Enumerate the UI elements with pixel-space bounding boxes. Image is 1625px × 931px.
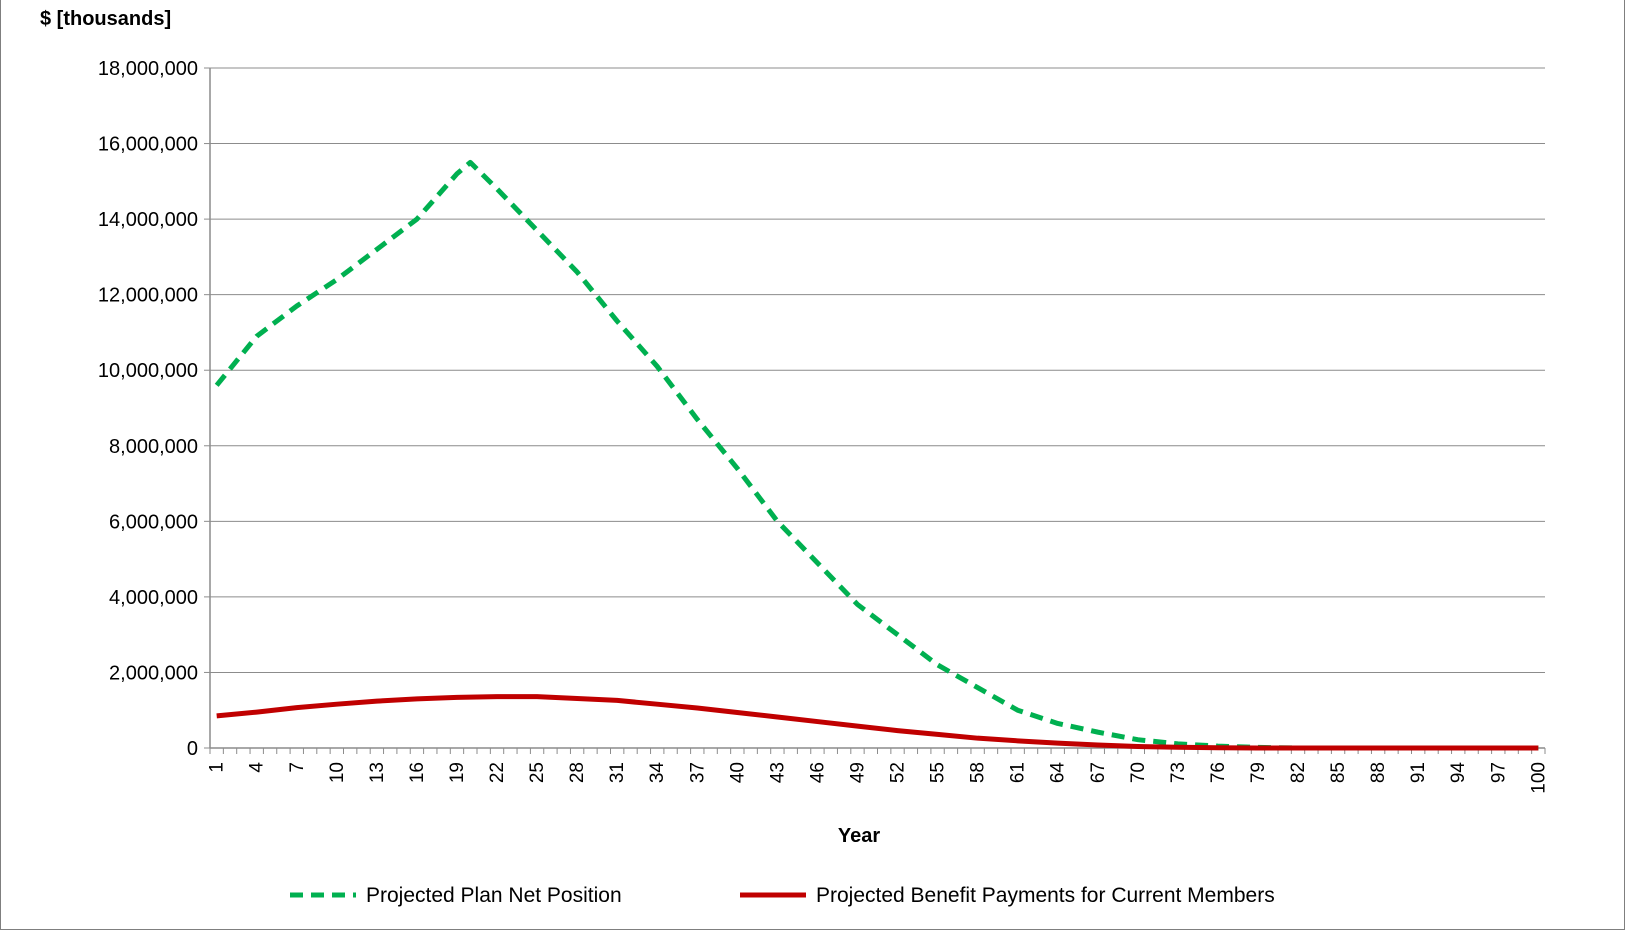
x-tick-label: 28: [567, 762, 588, 783]
x-tick-label: 79: [1248, 762, 1269, 783]
x-tick-label: 13: [367, 762, 388, 783]
x-tick-label: 97: [1488, 762, 1509, 783]
x-tick-label: 64: [1048, 762, 1069, 784]
y-tick-label: 4,000,000: [109, 587, 198, 609]
x-tick-label: 25: [527, 762, 548, 783]
x-tick-label: 76: [1208, 762, 1229, 783]
x-tick-label: 82: [1288, 762, 1309, 783]
y-tick-label: 2,000,000: [109, 662, 198, 684]
x-tick-label: 49: [847, 762, 868, 783]
x-tick-label: 70: [1128, 762, 1149, 783]
series-layer: [214, 159, 1539, 751]
x-tick-label: 7: [287, 762, 308, 773]
y-tick-label: 6,000,000: [109, 511, 198, 533]
legend-label-plan-net-position: Projected Plan Net Position: [366, 884, 622, 907]
x-tick-label: 88: [1368, 762, 1389, 783]
x-tick-label: 43: [767, 762, 788, 783]
y-tick-label: 16,000,000: [98, 134, 198, 156]
x-axis-ticks: 1 4 7 10 13 16 19 22 25 28 31 34 37 40 43 46 49 52 55 58 61 6…: [207, 762, 1550, 794]
x-axis: [209, 68, 1546, 754]
x-tick-label: 16: [407, 762, 428, 783]
x-tick-label: 91: [1408, 762, 1429, 783]
x-tick-label: 94: [1448, 762, 1469, 784]
y-tick-label: 10,000,000: [98, 360, 198, 382]
x-tick-label: 1: [207, 762, 228, 773]
legend-label-benefit-payments: Projected Benefit Payments for Current M…: [816, 884, 1275, 907]
y-tick-label: 12,000,000: [98, 285, 198, 307]
y-tick-label: 14,000,000: [98, 209, 198, 231]
x-tick-label: 34: [647, 762, 668, 784]
legend: Projected Plan Net Position Projected Be…: [290, 884, 1275, 907]
x-tick-label: 4: [247, 762, 268, 773]
x-tick-label: 19: [447, 762, 468, 783]
x-tick-label: 46: [807, 762, 828, 783]
series-line-0: [214, 159, 1539, 751]
x-tick-label: 37: [687, 762, 708, 783]
x-tick-label: 31: [607, 762, 628, 783]
x-tick-label: 22: [487, 762, 508, 783]
x-tick-label: 85: [1328, 762, 1349, 783]
gridlines: [210, 67, 1545, 673]
y-tick-label: 0: [187, 738, 198, 760]
x-tick-label: 55: [928, 762, 949, 783]
y-tick-label: 18,000,000: [98, 58, 198, 80]
y-axis-title: $ [thousands]: [40, 8, 171, 30]
x-tick-label: 61: [1008, 762, 1029, 783]
x-axis-title: Year: [838, 825, 880, 847]
x-tick-label: 52: [888, 762, 909, 783]
x-tick-label: 67: [1088, 762, 1109, 783]
x-tick-label: 73: [1168, 762, 1189, 783]
x-tick-label: 40: [727, 762, 748, 783]
y-tick-label: 8,000,000: [109, 436, 198, 458]
y-axis-ticks: 0 2,000,000 4,000,000 6,000,000 8,000,000 10,…: [98, 58, 210, 760]
series-line-1: [216, 694, 1539, 751]
x-tick-label: 100: [1528, 762, 1549, 794]
x-tick-label: 58: [968, 762, 989, 783]
x-tick-label: 10: [327, 762, 348, 783]
